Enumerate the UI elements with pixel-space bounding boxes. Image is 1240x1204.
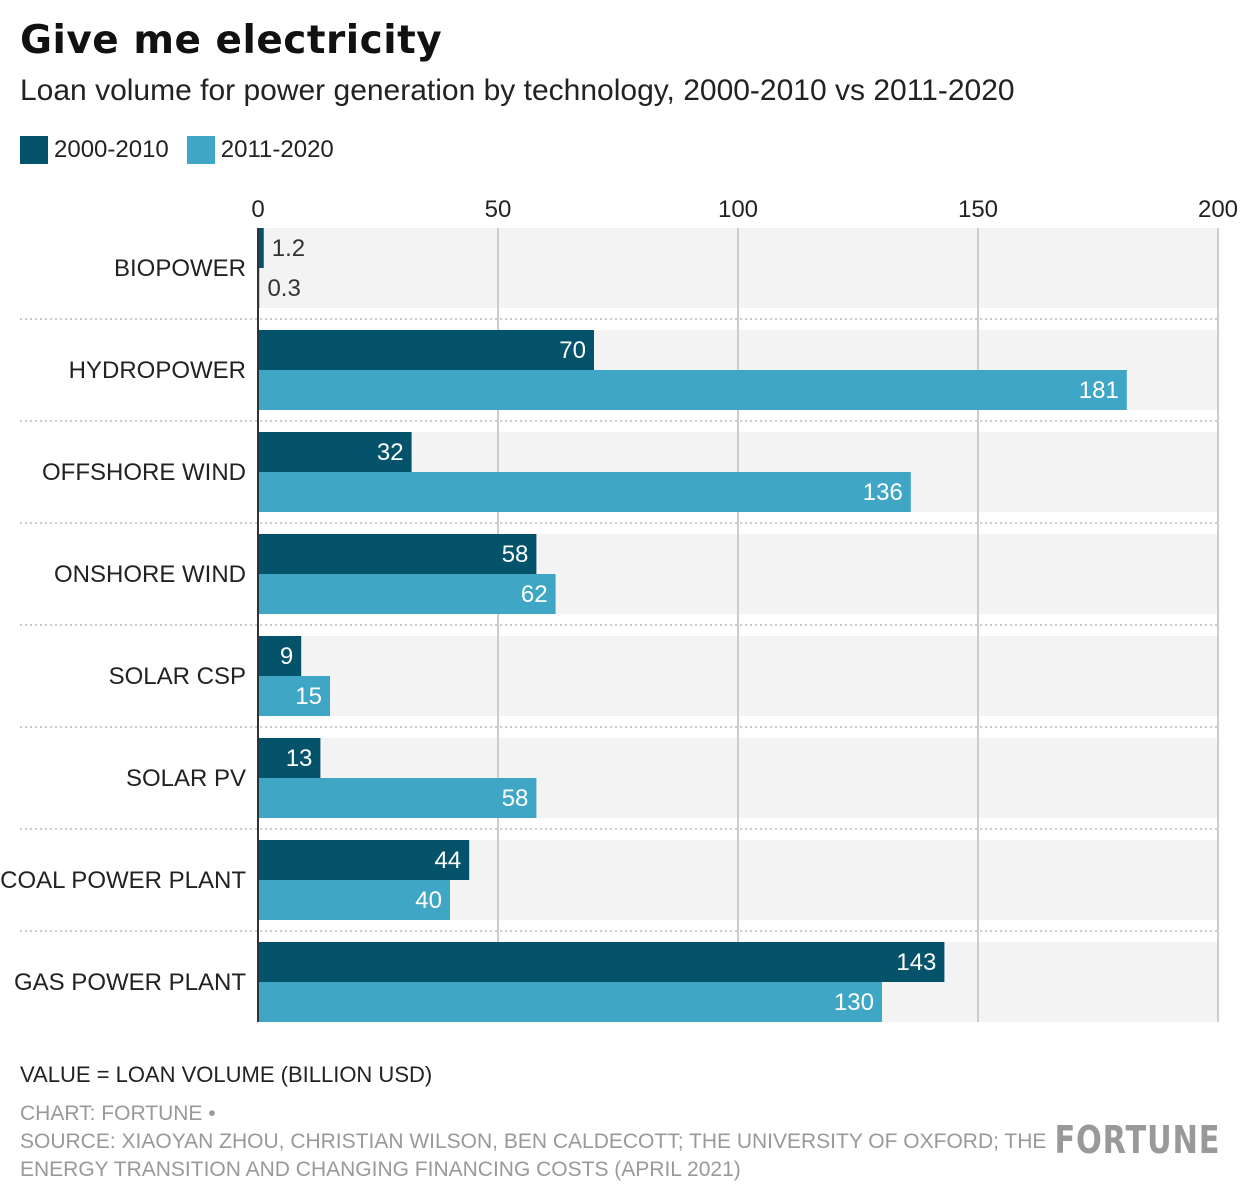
bar-2011-2020	[258, 982, 882, 1022]
data-label: 58	[502, 541, 529, 568]
data-label: 0.3	[267, 275, 300, 302]
source-credit: SOURCE: XIAOYAN ZHOU, CHRISTIAN WILSON, …	[20, 1130, 1047, 1181]
bar-2000-2010	[258, 942, 945, 982]
bar-2000-2010	[258, 840, 470, 880]
bar-2000-2010	[258, 534, 537, 574]
chart-credit: CHART: FORTUNE •	[20, 1102, 216, 1125]
legend-item-2000-2010: 2000-2010	[20, 136, 169, 164]
chart-title: Give me electricity	[20, 18, 443, 63]
x-tick-label: 0	[251, 196, 264, 223]
data-label: 32	[377, 439, 404, 466]
data-label: 130	[834, 989, 874, 1016]
category-label: GAS POWER PLANT	[14, 969, 246, 996]
category-label: BIOPOWER	[114, 255, 246, 282]
bar-2011-2020	[258, 778, 537, 818]
legend: 2000-2010 2011-2020	[20, 136, 334, 164]
bar-2000-2010	[258, 330, 594, 370]
data-label: 62	[521, 581, 548, 608]
category-label: SOLAR CSP	[109, 663, 246, 690]
legend-label: 2011-2020	[220, 136, 334, 163]
category-label: COAL POWER PLANT	[0, 867, 246, 894]
bar-2000-2010	[258, 432, 412, 472]
category-label: HYDROPOWER	[69, 357, 246, 384]
data-label: 40	[415, 887, 442, 914]
legend-item-2011-2020: 2011-2020	[186, 136, 334, 164]
bar-2011-2020	[258, 676, 330, 716]
data-label: 58	[502, 785, 529, 812]
category-label: ONSHORE WIND	[54, 561, 246, 588]
bar-2000-2010	[258, 636, 302, 676]
bar-2011-2020	[258, 370, 1127, 410]
data-label: 181	[1079, 377, 1119, 404]
bar-2011-2020	[258, 880, 450, 920]
x-tick-label: 100	[718, 196, 758, 223]
data-label: 70	[559, 337, 586, 364]
bar-2000-2010	[258, 738, 321, 778]
value-note: VALUE = LOAN VOLUME (BILLION USD)	[20, 1062, 433, 1087]
legend-label: 2000-2010	[54, 136, 169, 163]
data-label: 9	[280, 643, 293, 670]
data-label: 44	[434, 847, 461, 874]
chart-subtitle: Loan volume for power generation by tech…	[20, 74, 1015, 107]
legend-swatch	[186, 136, 215, 164]
data-label: 136	[863, 479, 903, 506]
data-label: 1.2	[272, 235, 305, 262]
x-tick-label: 200	[1198, 196, 1238, 223]
data-label: 143	[896, 949, 936, 976]
legend-swatch	[20, 136, 48, 164]
fortune-logo: FORTUNE	[1054, 1118, 1220, 1162]
credits: CHART: FORTUNE • SOURCE: XIAOYAN ZHOU, C…	[20, 1100, 1060, 1184]
data-label: 13	[286, 745, 313, 772]
x-tick-label: 150	[958, 196, 998, 223]
bar-chart: 0 50 100 150 200 BIOPOWER 1.2 0.3 HYDROPOWER 70 18…	[0, 196, 1238, 1022]
data-label: 15	[295, 683, 322, 710]
category-label: SOLAR PV	[126, 765, 246, 792]
category-label: OFFSHORE WIND	[42, 459, 246, 486]
bar-2000-2010	[258, 228, 264, 268]
x-tick-label: 50	[485, 196, 512, 223]
bar-2011-2020	[258, 574, 556, 614]
bar-2011-2020	[258, 472, 911, 512]
